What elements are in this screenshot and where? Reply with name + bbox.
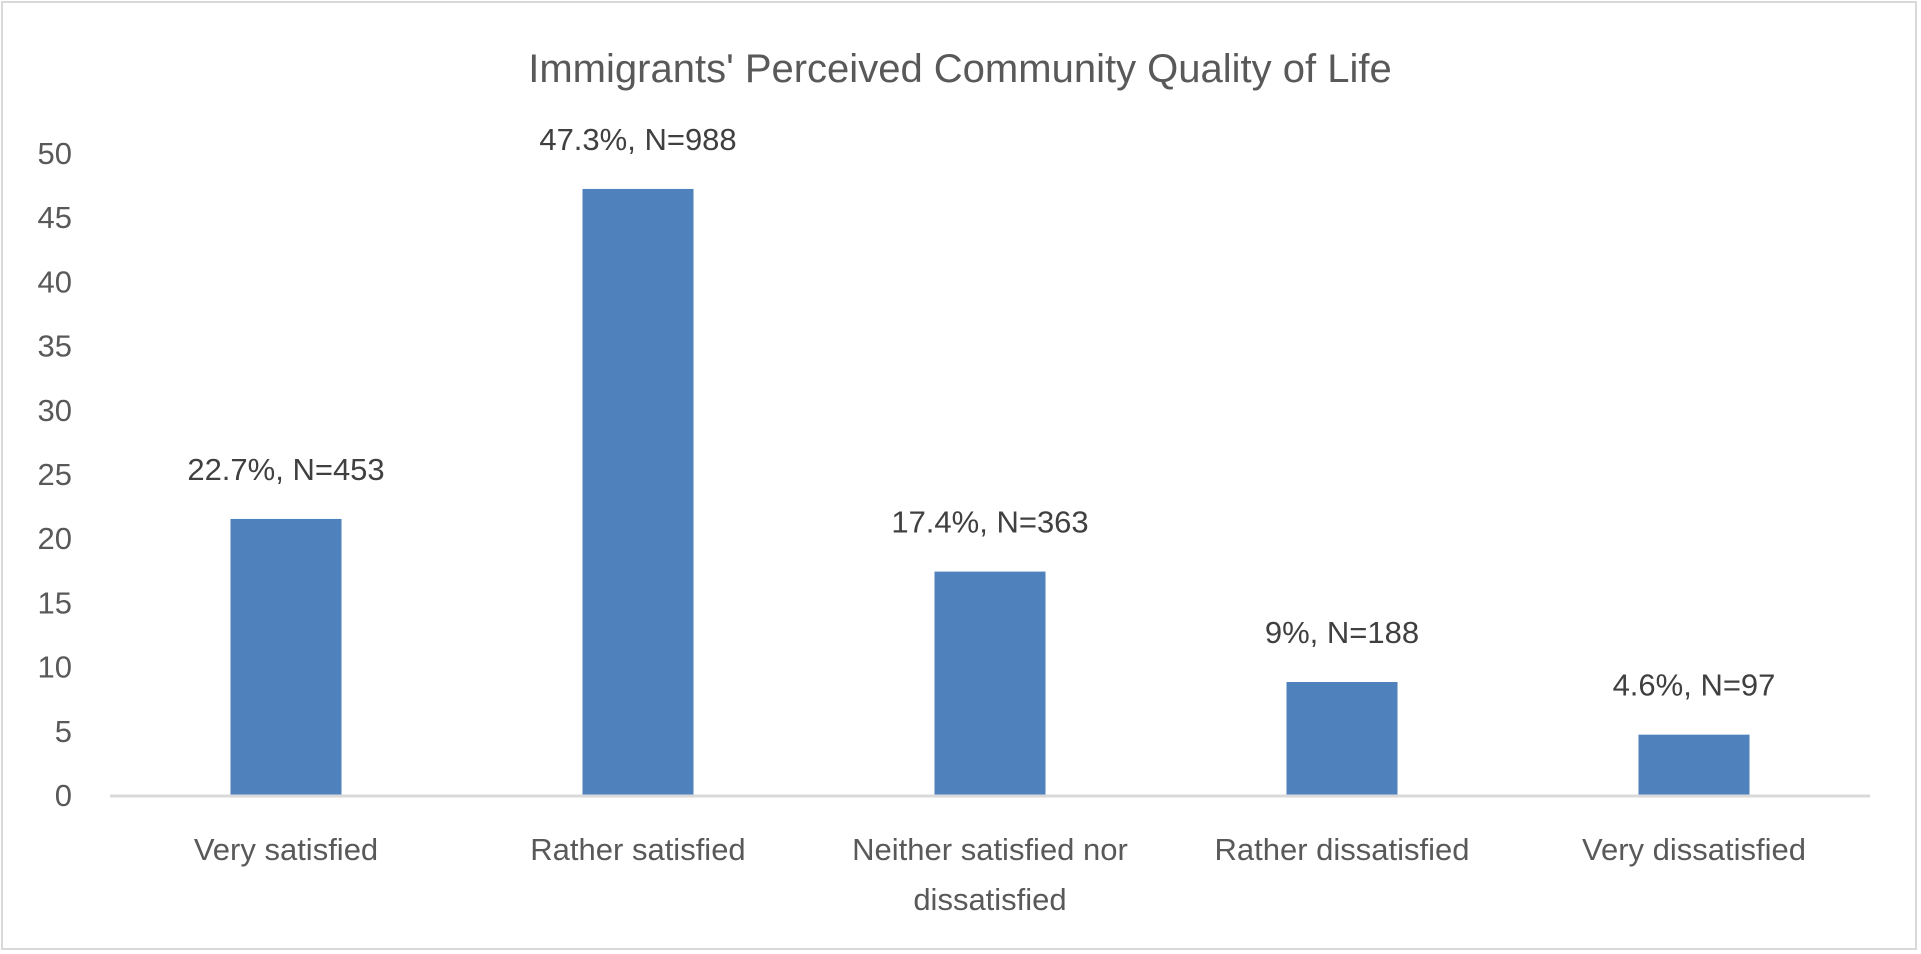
x-axis: Very satisfied Rather satisfied Neither sa… [194, 832, 1806, 917]
y-tick-label: 5 [55, 714, 72, 749]
x-category-label: dissatisfied [913, 882, 1066, 917]
x-category-label: Very dissatisfied [1582, 832, 1806, 867]
x-category-label: Neither satisfied nor [852, 832, 1128, 867]
y-tick-label: 50 [38, 136, 72, 171]
y-tick-label: 30 [38, 393, 72, 428]
bar [582, 188, 694, 795]
data-labels: 22.7%, N=453 47.3%, N=988 17.4%, N=363 9%, … [187, 122, 1775, 703]
y-tick-label: 35 [38, 329, 72, 364]
y-tick-label: 0 [55, 778, 72, 813]
data-label: 17.4%, N=363 [891, 505, 1088, 540]
y-tick-label: 10 [38, 650, 72, 685]
data-label: 22.7%, N=453 [187, 452, 384, 487]
y-tick-label: 15 [38, 585, 72, 620]
y-axis: 0 5 10 15 20 25 30 35 40 45 50 [38, 136, 72, 813]
bar [1286, 682, 1398, 795]
y-tick-label: 45 [38, 200, 72, 235]
data-label: 4.6%, N=97 [1613, 668, 1776, 703]
bar [934, 571, 1046, 795]
x-category-label: Very satisfied [194, 832, 378, 867]
data-label: 9%, N=188 [1265, 615, 1419, 650]
y-tick-label: 40 [38, 264, 72, 299]
chart-title: Immigrants' Perceived Community Quality … [528, 47, 1392, 91]
bar [230, 518, 342, 795]
bar [1638, 734, 1750, 795]
bars [230, 188, 1750, 795]
x-category-label: Rather dissatisfied [1214, 832, 1469, 867]
x-category-label: Rather satisfied [530, 832, 745, 867]
y-tick-label: 25 [38, 457, 72, 492]
y-tick-label: 20 [38, 521, 72, 556]
data-label: 47.3%, N=988 [539, 122, 736, 157]
